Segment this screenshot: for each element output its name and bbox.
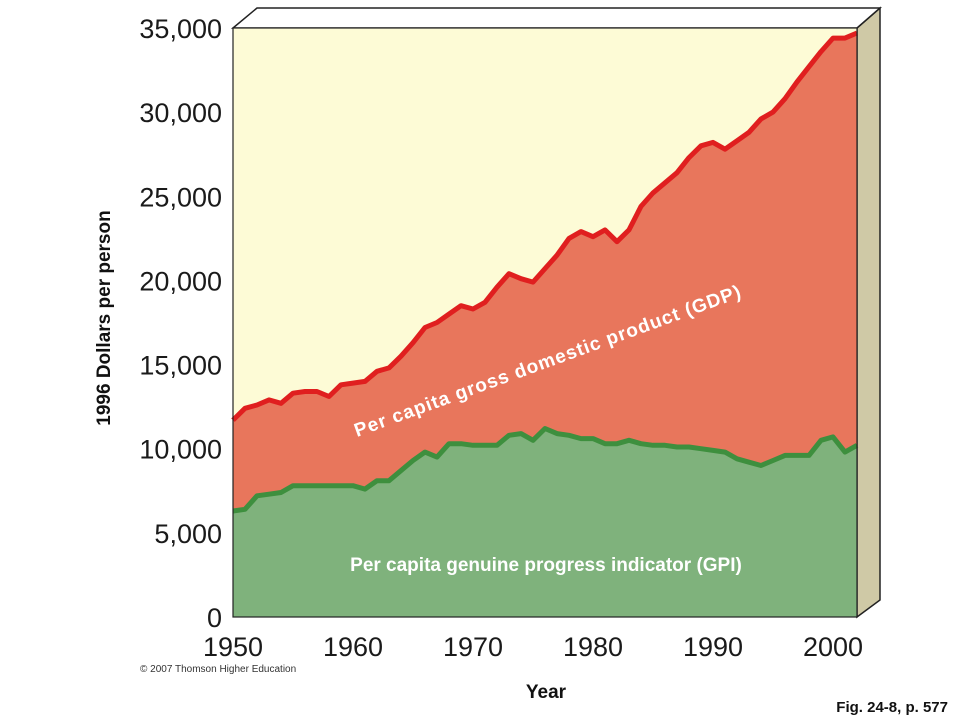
gpi-area bbox=[233, 428, 857, 617]
x-tick-label: 1950 bbox=[203, 632, 263, 662]
y-tick-label: 5,000 bbox=[154, 519, 222, 549]
y-axis-label: 1996 Dollars per person bbox=[94, 210, 115, 425]
series-areas bbox=[231, 30, 859, 617]
y-tick-label: 15,000 bbox=[139, 351, 222, 381]
y-tick-label: 25,000 bbox=[139, 182, 222, 212]
gpi-series-label: Per capita genuine progress indicator (G… bbox=[350, 555, 742, 576]
x-tick-label: 1980 bbox=[563, 632, 623, 662]
chart-backwall-side bbox=[856, 6, 881, 619]
x-axis-label: Year bbox=[526, 682, 567, 703]
copyright-notice: © 2007 Thomson Higher Education bbox=[140, 664, 296, 675]
chart-backwall-top bbox=[230, 7, 883, 29]
y-tick-label: 10,000 bbox=[139, 435, 222, 465]
plot-frame bbox=[232, 27, 858, 618]
figure-reference: Fig. 24-8, p. 577 bbox=[836, 699, 948, 716]
x-tick-label: 1990 bbox=[683, 632, 743, 662]
x-axis-ticks: 1950 1960 1970 1980 1990 2000 bbox=[203, 632, 863, 662]
y-tick-label: 20,000 bbox=[139, 266, 222, 296]
x-tick-label: 1960 bbox=[323, 632, 383, 662]
gdp-line bbox=[231, 30, 858, 422]
gpi-line bbox=[232, 426, 859, 514]
y-tick-label: 0 bbox=[207, 603, 222, 633]
x-tick-label: 2000 bbox=[803, 632, 863, 662]
x-tick-label: 1970 bbox=[443, 632, 503, 662]
y-axis-ticks: 0 5,000 10,000 15,000 20,000 25,000 30,000 35,0… bbox=[139, 14, 222, 633]
y-tick-label: 35,000 bbox=[139, 14, 222, 44]
y-tick-label: 30,000 bbox=[139, 98, 222, 128]
